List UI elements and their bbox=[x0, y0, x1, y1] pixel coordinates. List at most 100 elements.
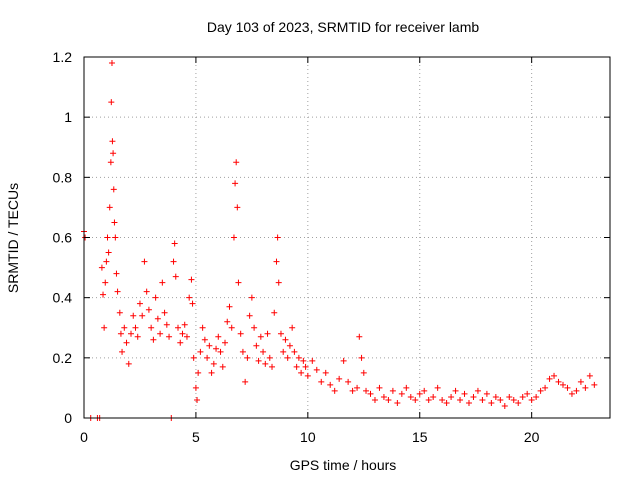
data-point bbox=[175, 324, 182, 331]
data-point bbox=[416, 390, 423, 397]
data-point bbox=[363, 387, 370, 394]
data-point bbox=[421, 387, 428, 394]
data-point bbox=[228, 324, 235, 331]
data-point bbox=[470, 393, 477, 400]
data-point bbox=[114, 288, 121, 295]
y-tick-label: 0.6 bbox=[53, 230, 73, 246]
data-point bbox=[492, 393, 499, 400]
data-point bbox=[179, 330, 186, 337]
data-point bbox=[398, 390, 405, 397]
data-point bbox=[123, 339, 130, 346]
data-point bbox=[108, 60, 115, 67]
data-point bbox=[434, 384, 441, 391]
data-point bbox=[208, 369, 215, 376]
data-points bbox=[81, 60, 598, 421]
data-point bbox=[385, 396, 392, 403]
data-point bbox=[273, 258, 280, 265]
data-point bbox=[286, 342, 293, 349]
data-point bbox=[145, 306, 152, 313]
data-point bbox=[189, 300, 196, 307]
data-point bbox=[111, 219, 118, 226]
data-point bbox=[232, 180, 239, 187]
data-point bbox=[284, 354, 291, 361]
grid-lines bbox=[84, 57, 610, 418]
data-point bbox=[533, 393, 540, 400]
data-point bbox=[239, 348, 246, 355]
data-point bbox=[143, 288, 150, 295]
data-point bbox=[106, 204, 113, 211]
data-point bbox=[136, 300, 143, 307]
data-point bbox=[255, 357, 262, 364]
data-point bbox=[117, 330, 124, 337]
data-point bbox=[483, 390, 490, 397]
data-point bbox=[181, 321, 188, 328]
data-point bbox=[170, 258, 177, 265]
data-point bbox=[264, 330, 271, 337]
data-point bbox=[497, 396, 504, 403]
data-point bbox=[318, 378, 325, 385]
data-point bbox=[430, 393, 437, 400]
data-point bbox=[163, 321, 170, 328]
data-point bbox=[295, 354, 302, 361]
data-point bbox=[349, 387, 356, 394]
data-point bbox=[474, 387, 481, 394]
data-point bbox=[515, 399, 522, 406]
data-point bbox=[289, 324, 296, 331]
data-point bbox=[195, 369, 202, 376]
data-point bbox=[260, 348, 267, 355]
data-point bbox=[266, 354, 273, 361]
data-point bbox=[128, 330, 135, 337]
data-point bbox=[354, 384, 361, 391]
data-point bbox=[271, 309, 278, 316]
y-tick-label: 1.2 bbox=[53, 49, 73, 65]
data-point bbox=[394, 399, 401, 406]
data-point bbox=[537, 387, 544, 394]
data-point bbox=[360, 369, 367, 376]
data-point bbox=[591, 381, 598, 388]
data-point bbox=[465, 399, 472, 406]
data-point bbox=[112, 234, 119, 241]
data-point bbox=[327, 381, 334, 388]
data-point bbox=[403, 384, 410, 391]
data-point bbox=[479, 396, 486, 403]
data-point bbox=[331, 387, 338, 394]
y-tick-labels: 0 0.2 0.4 0.6 0.8 1 1.2 bbox=[53, 49, 73, 426]
data-point bbox=[524, 390, 531, 397]
data-point bbox=[542, 384, 549, 391]
data-point bbox=[110, 186, 117, 193]
data-point bbox=[389, 387, 396, 394]
data-point bbox=[443, 399, 450, 406]
data-point bbox=[125, 360, 132, 367]
data-point bbox=[105, 249, 112, 256]
data-point bbox=[269, 363, 276, 370]
data-point bbox=[190, 354, 197, 361]
data-point bbox=[282, 336, 289, 343]
data-point bbox=[101, 324, 108, 331]
data-point bbox=[152, 294, 159, 301]
data-point bbox=[246, 312, 253, 319]
data-point bbox=[166, 333, 173, 340]
data-point bbox=[242, 378, 249, 385]
data-point bbox=[488, 399, 495, 406]
data-point bbox=[248, 294, 255, 301]
x-tick-labels: 0 5 10 15 20 bbox=[80, 429, 540, 445]
data-point bbox=[213, 345, 220, 352]
x-tick-label: 20 bbox=[524, 429, 540, 445]
data-point bbox=[356, 333, 363, 340]
data-point bbox=[108, 99, 115, 106]
x-tick-label: 15 bbox=[412, 429, 428, 445]
data-point bbox=[161, 309, 168, 316]
data-point bbox=[172, 273, 179, 280]
data-point bbox=[506, 393, 513, 400]
data-point bbox=[345, 378, 352, 385]
data-point bbox=[210, 360, 217, 367]
data-point bbox=[230, 234, 237, 241]
y-tick-label: 0 bbox=[64, 410, 72, 426]
data-point bbox=[234, 204, 241, 211]
data-point bbox=[371, 396, 378, 403]
data-point bbox=[425, 396, 432, 403]
data-point bbox=[197, 348, 204, 355]
data-point bbox=[501, 402, 508, 409]
data-point bbox=[586, 372, 593, 379]
data-point bbox=[244, 354, 251, 361]
